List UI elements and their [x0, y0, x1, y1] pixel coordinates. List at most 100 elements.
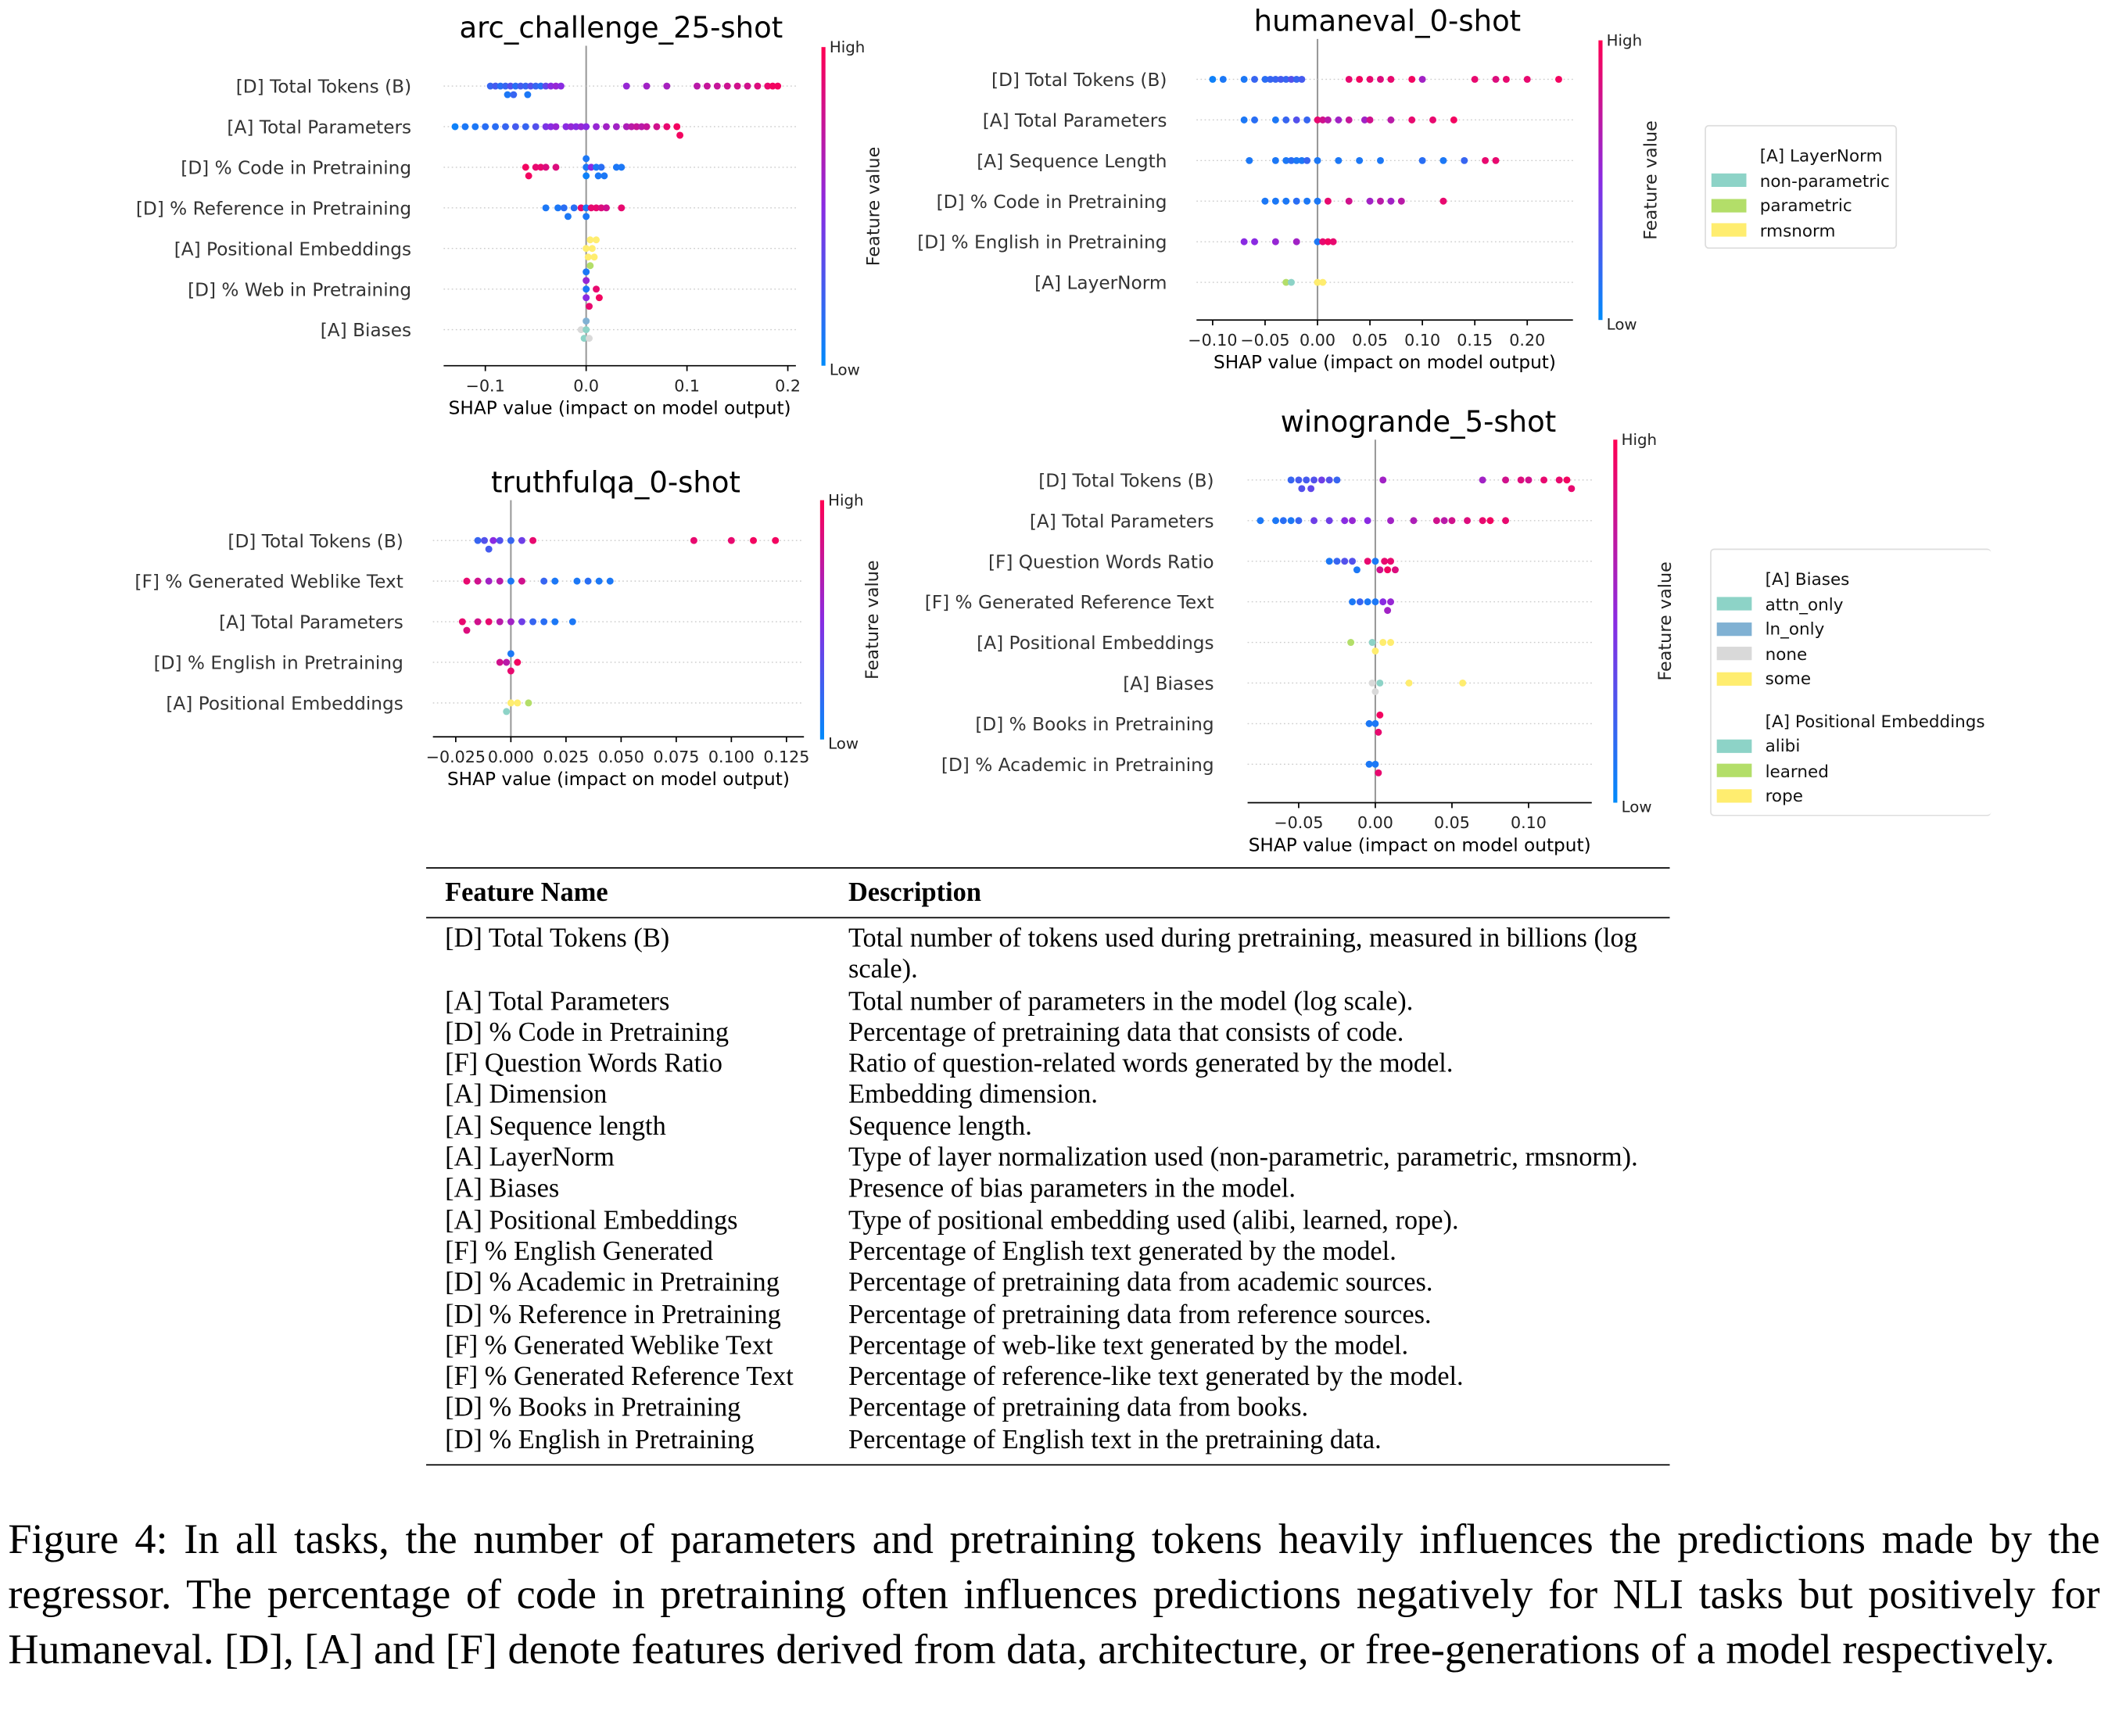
- feature-label: [D] Total Tokens (B): [228, 531, 403, 552]
- shap-point: [1282, 116, 1290, 124]
- legend-item: none: [1716, 643, 1808, 664]
- x-tick-label: −0.10: [1188, 331, 1237, 350]
- feature-name-cell: [D] % English in Pretraining: [445, 1425, 755, 1454]
- shap-point: [1353, 566, 1361, 574]
- shap-point: [1292, 156, 1300, 164]
- shap-point: [1377, 75, 1384, 83]
- feature-label: [A] LayerNorm: [1034, 273, 1167, 294]
- shap-point: [1292, 75, 1300, 83]
- shap-point: [1295, 517, 1303, 525]
- shap-point: [1384, 607, 1392, 615]
- shap-point: [1288, 75, 1295, 83]
- shap-point: [1366, 116, 1374, 124]
- shap-point: [1261, 75, 1269, 83]
- shap-point: [1384, 566, 1392, 574]
- x-tick-label: 0.10: [1404, 331, 1440, 350]
- shap-point: [492, 82, 500, 90]
- legend-swatch: [1716, 647, 1752, 661]
- x-tick-label: 0.125: [763, 748, 809, 766]
- shap-point: [1261, 197, 1269, 205]
- shap-point: [1303, 476, 1310, 484]
- shap-point: [622, 82, 630, 90]
- table-row: [D] % Academic in Pretraining Percentage …: [426, 1268, 1669, 1300]
- feature-name-cell: [A] Total Parameters: [445, 986, 670, 1017]
- legend-swatch: [1716, 622, 1752, 636]
- shap-point: [1387, 558, 1395, 565]
- shap-point: [733, 82, 741, 90]
- shap-point: [474, 618, 482, 626]
- shap-point: [568, 618, 576, 626]
- feature-label: [A] Total Parameters: [983, 110, 1167, 131]
- shap-point: [690, 536, 697, 544]
- x-tick-label: 0.10: [1511, 813, 1547, 832]
- shap-point: [602, 123, 610, 131]
- shap-point: [663, 123, 671, 131]
- shap-point: [583, 213, 590, 221]
- shap-point: [1502, 75, 1510, 83]
- header-description: Description: [848, 877, 981, 907]
- shap-point: [1356, 156, 1364, 164]
- shap-point: [1325, 476, 1333, 484]
- shap-point: [577, 123, 585, 131]
- x-tick-label: −0.025: [426, 748, 486, 766]
- shap-point: [1563, 476, 1571, 484]
- shap-point: [606, 577, 614, 585]
- shap-point: [586, 236, 594, 244]
- shap-point: [1397, 197, 1405, 205]
- x-axis-label: SHAP value (impact on model output): [447, 769, 790, 790]
- shap-point: [497, 82, 504, 90]
- shap-point: [1282, 197, 1290, 205]
- shap-point: [1271, 238, 1279, 246]
- legend-item: learned: [1716, 760, 1829, 781]
- feature-name-cell: [D] % Code in Pretraining: [445, 1017, 730, 1048]
- shap-point: [638, 123, 646, 131]
- shap-point: [1376, 711, 1384, 719]
- shap-point: [1272, 517, 1280, 525]
- shap-point: [573, 577, 581, 585]
- description-cell: Sequence length.: [848, 1111, 1032, 1142]
- legend-label: learned: [1765, 760, 1829, 781]
- shap-point: [1319, 116, 1327, 124]
- shap-point: [485, 577, 493, 585]
- feature-label: [D] % English in Pretraining: [154, 653, 403, 674]
- shap-point: [1271, 197, 1279, 205]
- shap-point: [590, 253, 598, 261]
- shap-point: [1325, 558, 1333, 565]
- shap-point: [1282, 156, 1290, 164]
- shap-point: [1219, 75, 1227, 83]
- shap-point: [502, 82, 509, 90]
- shap-point: [1335, 116, 1343, 124]
- feature-label: [D] % Code in Pretraining: [937, 192, 1167, 213]
- legend-label: none: [1765, 643, 1808, 664]
- shap-point: [583, 245, 590, 253]
- shap-point: [518, 577, 525, 585]
- feature-name-cell: [D] Total Tokens (B): [445, 924, 670, 954]
- feature-label: [A] Positional Embeddings: [977, 633, 1214, 654]
- shap-point: [1418, 156, 1426, 164]
- shap-point: [1333, 558, 1341, 565]
- shap-point: [458, 618, 466, 626]
- shap-point: [703, 82, 711, 90]
- shap-point: [532, 123, 540, 131]
- shap-point: [618, 204, 626, 212]
- x-tick-label: 0.20: [1509, 331, 1545, 350]
- table-row: [D] % Books in Pretraining Percentage of …: [426, 1393, 1669, 1425]
- x-tick-label: 0.1: [674, 376, 700, 395]
- shap-point: [1439, 156, 1447, 164]
- shap-point: [1257, 517, 1264, 525]
- shap-point: [1279, 517, 1287, 525]
- shap-point: [1303, 116, 1311, 124]
- shap-point: [463, 626, 471, 634]
- shap-point: [1303, 156, 1311, 164]
- shap-point: [1251, 75, 1259, 83]
- feature-label: [A] Positional Embeddings: [174, 239, 411, 260]
- legend-label: alibi: [1765, 735, 1801, 756]
- description-cell: Embedding dimension.: [848, 1080, 1098, 1110]
- shap-point: [583, 277, 590, 285]
- shap-point: [511, 82, 519, 90]
- shap-plots: arc_challenge_25-shot [D] Total Tokens (B…: [134, 5, 1676, 856]
- shap-point: [1408, 75, 1416, 83]
- feature-label: [D] % Reference in Pretraining: [136, 198, 411, 219]
- shap-point: [542, 123, 550, 131]
